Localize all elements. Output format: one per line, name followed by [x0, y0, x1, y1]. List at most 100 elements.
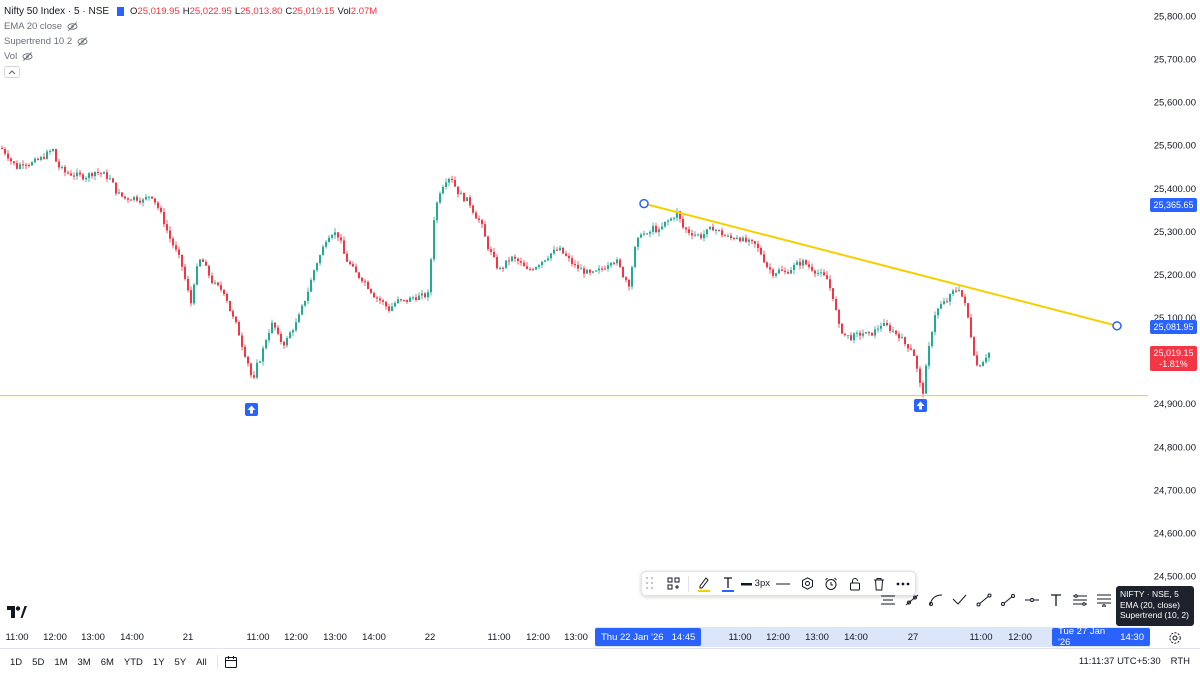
text-color-button[interactable] — [717, 573, 739, 595]
candle-body — [64, 166, 66, 173]
candle-body — [409, 297, 411, 302]
gear-icon[interactable] — [1168, 631, 1182, 645]
range-button-all[interactable]: All — [196, 656, 207, 668]
candle — [688, 226, 690, 236]
tool-arc[interactable] — [924, 589, 948, 611]
candle-body — [625, 277, 627, 280]
more-button[interactable] — [892, 573, 914, 595]
indicator-ema-row[interactable]: EMA 20 close — [4, 19, 380, 34]
line-width-button[interactable]: 3px — [741, 573, 770, 595]
candle — [160, 205, 162, 214]
symbol-row[interactable]: Nifty 50 Index · 5 · NSE O 25,019.95 H 2… — [4, 4, 380, 19]
ohlc-volume-key: Vol — [337, 6, 351, 17]
calendar-goto-icon[interactable] — [224, 655, 238, 669]
candle — [232, 309, 234, 319]
candle — [217, 281, 219, 287]
lock-button[interactable] — [844, 573, 866, 595]
tool-fib[interactable] — [1092, 589, 1116, 611]
candle — [85, 176, 87, 183]
candle-body — [427, 292, 429, 298]
price-axis[interactable]: 25,800.00 25,700.00 25,600.00 25,500.00 25,4… — [1154, 12, 1196, 583]
indicator-vol-row[interactable]: Vol — [4, 49, 380, 64]
trendline-end-handle[interactable] — [1112, 321, 1122, 331]
range-button-1m[interactable]: 1M — [54, 656, 68, 668]
candle-body — [838, 309, 840, 324]
alert-button[interactable] — [820, 573, 842, 595]
price-tick: 25,700.00 — [1154, 55, 1196, 66]
range-button-1y[interactable]: 1Y — [152, 656, 165, 668]
trendline-start-price-label: 25,365.65 — [1150, 198, 1197, 212]
trendline-start-handle[interactable] — [639, 198, 649, 209]
candle-body — [499, 267, 501, 269]
candle — [790, 266, 792, 275]
candle — [121, 192, 123, 198]
candle-body — [424, 293, 426, 298]
candle-body — [586, 269, 588, 274]
eye-icon[interactable] — [77, 36, 88, 47]
candle-body — [793, 264, 795, 270]
range-button-5y[interactable]: 5Y — [174, 656, 187, 668]
candle-body — [958, 290, 960, 292]
candle-body — [850, 335, 852, 341]
candle — [115, 182, 117, 196]
line-style-button[interactable] — [772, 573, 794, 595]
candle — [403, 299, 405, 302]
range-button-1d[interactable]: 1D — [10, 656, 23, 668]
tool-horizontal-ray[interactable] — [1020, 589, 1044, 611]
eye-icon[interactable] — [22, 51, 33, 62]
trash-icon — [874, 577, 884, 590]
collapse-legend-button[interactable] — [4, 66, 20, 78]
tradingview-logo-icon[interactable] — [7, 606, 27, 620]
clock-display[interactable]: 11:11:37 UTC+5:30 — [1078, 656, 1161, 667]
tool-trend-line[interactable] — [996, 589, 1020, 611]
candle — [553, 245, 555, 256]
candle — [139, 197, 141, 205]
candle — [799, 257, 801, 270]
indicator-ema-label[interactable]: EMA 20 close — [4, 21, 63, 32]
candle-body — [34, 158, 36, 163]
candle — [370, 288, 372, 295]
horizontal-line-icon — [1025, 598, 1039, 602]
candle-body — [352, 264, 354, 267]
range-button-5d[interactable]: 5D — [32, 656, 45, 668]
tool-trend-angle[interactable] — [900, 589, 924, 611]
candle-body — [622, 266, 624, 278]
eye-icon[interactable] — [67, 21, 78, 32]
trend-line[interactable] — [643, 202, 1118, 327]
tool-parallel-channel[interactable] — [1068, 589, 1092, 611]
candle-body — [313, 270, 315, 281]
candle — [19, 162, 21, 170]
time-axis[interactable]: 11:00 12:00 13:00 14:00 21 11:00 12:00 1… — [0, 626, 1150, 648]
symbol-title[interactable]: Nifty 50 Index · 5 · NSE — [4, 6, 110, 17]
price-tick: 24,700.00 — [1154, 485, 1196, 496]
session-toggle[interactable]: RTH — [1170, 656, 1190, 667]
tool-ruler[interactable] — [876, 589, 900, 611]
tooltip-symbol: NIFTY · NSE, 5 — [1120, 589, 1179, 599]
template-button[interactable] — [662, 573, 684, 595]
candle — [898, 331, 900, 342]
candle — [31, 161, 33, 167]
tool-ray[interactable] — [972, 589, 996, 611]
line-color-button[interactable] — [693, 573, 715, 595]
candle — [874, 326, 876, 339]
candle-body — [730, 235, 732, 239]
candle-body — [892, 330, 894, 332]
delete-button[interactable] — [868, 573, 890, 595]
range-button-3m[interactable]: 3M — [77, 656, 91, 668]
candle-body — [466, 197, 468, 202]
indicator-vol-label[interactable]: Vol — [4, 51, 18, 62]
range-button-ytd[interactable]: YTD — [123, 656, 143, 668]
settings-button[interactable] — [796, 573, 818, 595]
indicator-supertrend-label[interactable]: Supertrend 10 2 — [4, 36, 73, 47]
range-button-6m[interactable]: 6M — [100, 656, 114, 668]
price-tick: 25,600.00 — [1154, 98, 1196, 109]
candle — [97, 168, 99, 176]
candle-body — [16, 163, 18, 169]
tool-path[interactable] — [948, 589, 972, 611]
tool-text[interactable] — [1044, 589, 1068, 611]
candle-body — [472, 205, 474, 213]
indicator-supertrend-row[interactable]: Supertrend 10 2 — [4, 34, 380, 49]
drag-handle-icon[interactable] — [646, 576, 655, 591]
candle — [70, 170, 72, 177]
